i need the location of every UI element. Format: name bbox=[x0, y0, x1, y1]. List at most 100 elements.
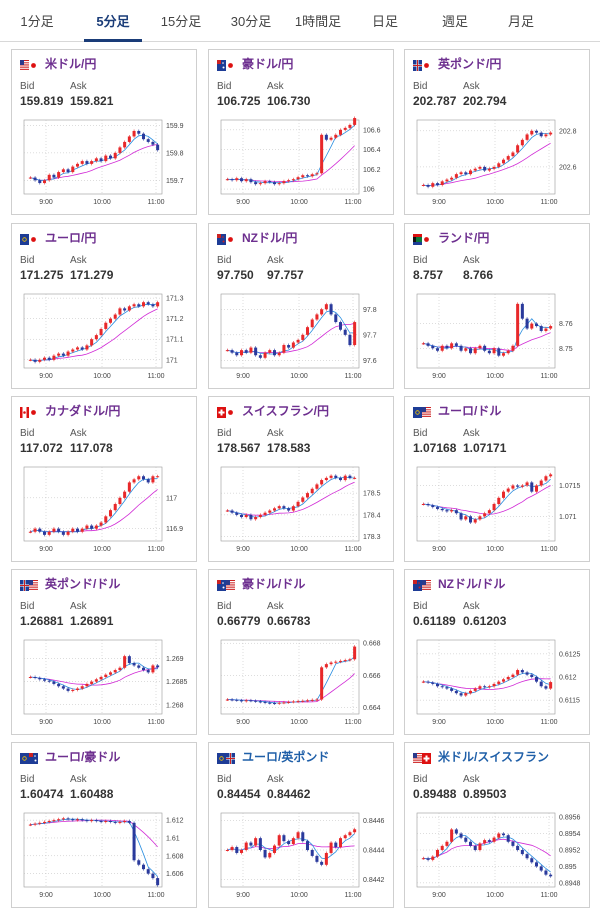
tab-7[interactable]: 週足 bbox=[441, 14, 468, 29]
pair-name[interactable]: 英ポンド/円 bbox=[438, 57, 502, 71]
bid-label: Bid bbox=[217, 428, 232, 439]
x-tick-label: 10:00 bbox=[486, 199, 504, 206]
bid-value: 0.84454 bbox=[217, 787, 261, 801]
candle-body bbox=[113, 670, 117, 673]
tab-5[interactable]: 1時間足 bbox=[294, 14, 342, 29]
rate-card-12[interactable]: NZドル/ドル Bid Ask 0.61189 0.61203 9:00 10:00 11:0… bbox=[404, 569, 590, 735]
candle-body bbox=[487, 510, 491, 514]
y-tick-label: 0.895 bbox=[559, 864, 577, 871]
pair-name[interactable]: ユーロ/円 bbox=[45, 231, 97, 245]
bid-value: 1.26881 bbox=[20, 614, 64, 628]
price-chart: 9:00 10:00 11:00 202.8 202.6 bbox=[416, 119, 577, 206]
candle-body bbox=[239, 850, 244, 853]
candle-body bbox=[42, 357, 47, 360]
candle-body bbox=[57, 683, 61, 687]
candle-body bbox=[61, 353, 65, 356]
rate-card-3[interactable]: 英ポンド/円 Bid Ask 202.787 202.794 9:00 10:00 11:00… bbox=[404, 49, 590, 215]
pair-name[interactable]: 米ドル/スイスフラン bbox=[438, 750, 549, 764]
pair-name[interactable]: 英ポンド/ドル bbox=[45, 577, 121, 591]
y-tick-label: 1.2685 bbox=[166, 679, 188, 686]
tab-3[interactable]: 15分足 bbox=[160, 14, 202, 29]
pair-name[interactable]: NZドル/円 bbox=[242, 231, 298, 245]
candle-body bbox=[33, 177, 37, 181]
candle-body bbox=[516, 485, 520, 487]
pair-name[interactable]: ユーロ/ドル bbox=[438, 404, 502, 418]
price-chart: 9:00 10:00 11:00 178.5 178.4 178.3 bbox=[220, 466, 381, 553]
candle-body bbox=[473, 845, 477, 850]
x-tick-label: 10:00 bbox=[93, 199, 111, 206]
candle-body bbox=[28, 177, 32, 179]
pair-name[interactable]: ユーロ/豪ドル bbox=[45, 750, 121, 764]
x-tick-label: 9:00 bbox=[432, 546, 446, 553]
candle-body bbox=[426, 504, 430, 506]
eu-gb-flag-icon bbox=[217, 751, 235, 764]
y-tick-label: 1.612 bbox=[166, 818, 184, 825]
rate-card-13[interactable]: ユーロ/豪ドル Bid Ask 1.60474 1.60488 9:00 10:00 11:0… bbox=[11, 742, 197, 908]
candle-body bbox=[305, 327, 310, 335]
candle-body bbox=[296, 177, 300, 180]
candle-body bbox=[492, 504, 496, 511]
x-tick-label: 10:00 bbox=[486, 546, 504, 553]
candle-body bbox=[230, 179, 234, 181]
moving-average-short bbox=[227, 310, 355, 355]
y-tick-label: 1.61 bbox=[166, 835, 180, 842]
candle-body bbox=[530, 482, 534, 492]
price-chart: 9:00 10:00 11:00 8.76 8.75 bbox=[416, 293, 573, 380]
rate-card-6[interactable]: ランド/円 Bid Ask 8.757 8.766 9:00 10:00 11:00 8.76 8… bbox=[404, 223, 590, 389]
candle-body bbox=[127, 482, 131, 492]
candle-body bbox=[296, 501, 300, 507]
pair-name[interactable]: カナダドル/円 bbox=[45, 404, 121, 418]
rate-card-15[interactable]: 米ドル/スイスフラン Bid Ask 0.89488 0.89503 9:00 10:00 1… bbox=[404, 742, 590, 908]
rate-card-8[interactable]: スイスフラン/円 Bid Ask 178.567 178.583 9:00 10:00 11:… bbox=[208, 396, 394, 562]
ask-value: 159.821 bbox=[70, 94, 114, 108]
rate-card-10[interactable]: 英ポンド/ドル Bid Ask 1.26881 1.26891 9:00 10:00 11:0… bbox=[11, 569, 197, 735]
pair-name[interactable]: スイスフラン/円 bbox=[242, 404, 329, 418]
y-tick-label: 0.668 bbox=[363, 641, 381, 648]
tab-1[interactable]: 1分足 bbox=[20, 14, 54, 29]
pair-name[interactable]: 米ドル/円 bbox=[45, 57, 97, 71]
tab-4[interactable]: 30分足 bbox=[230, 14, 272, 29]
candle-body bbox=[426, 343, 430, 346]
candle-body bbox=[94, 679, 98, 682]
y-tick-label: 1.0715 bbox=[559, 483, 581, 490]
bid-value: 97.750 bbox=[217, 268, 254, 282]
candle-body bbox=[127, 821, 131, 823]
ask-label: Ask bbox=[267, 601, 284, 612]
candle-body bbox=[440, 345, 444, 351]
candle-body bbox=[90, 339, 94, 346]
pair-name[interactable]: 豪ドル/ドル bbox=[242, 577, 306, 591]
candle-body bbox=[353, 829, 357, 833]
candle-body bbox=[511, 152, 515, 157]
pair-name[interactable]: 豪ドル/円 bbox=[242, 57, 294, 71]
candle-body bbox=[501, 159, 506, 164]
y-tick-label: 0.8956 bbox=[559, 815, 581, 822]
candle-body bbox=[501, 353, 506, 356]
tab-6[interactable]: 日足 bbox=[371, 14, 398, 29]
candle-body bbox=[431, 345, 435, 349]
pair-name[interactable]: NZドル/ドル bbox=[438, 577, 506, 591]
candle-body bbox=[66, 351, 70, 356]
candle-body bbox=[104, 155, 108, 162]
candle-body bbox=[258, 701, 262, 703]
candle-body bbox=[454, 174, 458, 178]
au-jp-flag-icon bbox=[217, 58, 235, 71]
candle-body bbox=[132, 130, 136, 137]
tab-8[interactable]: 月足 bbox=[507, 14, 534, 29]
ask-value: 1.60488 bbox=[70, 787, 114, 801]
candle-body bbox=[421, 343, 425, 345]
candle-body bbox=[230, 510, 234, 513]
pair-name[interactable]: ランド/円 bbox=[438, 231, 490, 245]
rate-card-1[interactable]: 米ドル/円 Bid Ask 159.819 159.821 9:00 10:00 11:00 1… bbox=[11, 49, 197, 215]
rate-card-2[interactable]: 豪ドル/円 Bid Ask 106.725 106.730 9:00 10:00 11:00 1… bbox=[208, 49, 394, 215]
bid-label: Bid bbox=[20, 428, 35, 439]
rate-card-7[interactable]: カナダドル/円 Bid Ask 117.072 117.078 9:00 10:00 11:0… bbox=[11, 396, 197, 562]
pair-name[interactable]: ユーロ/英ポンド bbox=[242, 750, 330, 764]
rate-card-14[interactable]: ユーロ/英ポンド Bid Ask 0.84454 0.84462 9:00 10:00 11:… bbox=[208, 742, 394, 908]
rate-card-9[interactable]: ユーロ/ドル Bid Ask 1.07168 1.07171 9:00 10:00 11:00… bbox=[404, 396, 590, 562]
rate-card-4[interactable]: ユーロ/円 Bid Ask 171.275 171.279 9:00 10:00 11:00 1… bbox=[11, 223, 197, 389]
candle-body bbox=[258, 838, 262, 850]
rate-card-11[interactable]: 豪ドル/ドル Bid Ask 0.66779 0.66783 9:00 10:00 11:00… bbox=[208, 569, 394, 735]
tab-2[interactable]: 5分足 bbox=[80, 0, 146, 42]
candle-body bbox=[334, 661, 338, 663]
rate-card-5[interactable]: NZドル/円 Bid Ask 97.750 97.757 9:00 10:00 11:00 97… bbox=[208, 223, 394, 389]
